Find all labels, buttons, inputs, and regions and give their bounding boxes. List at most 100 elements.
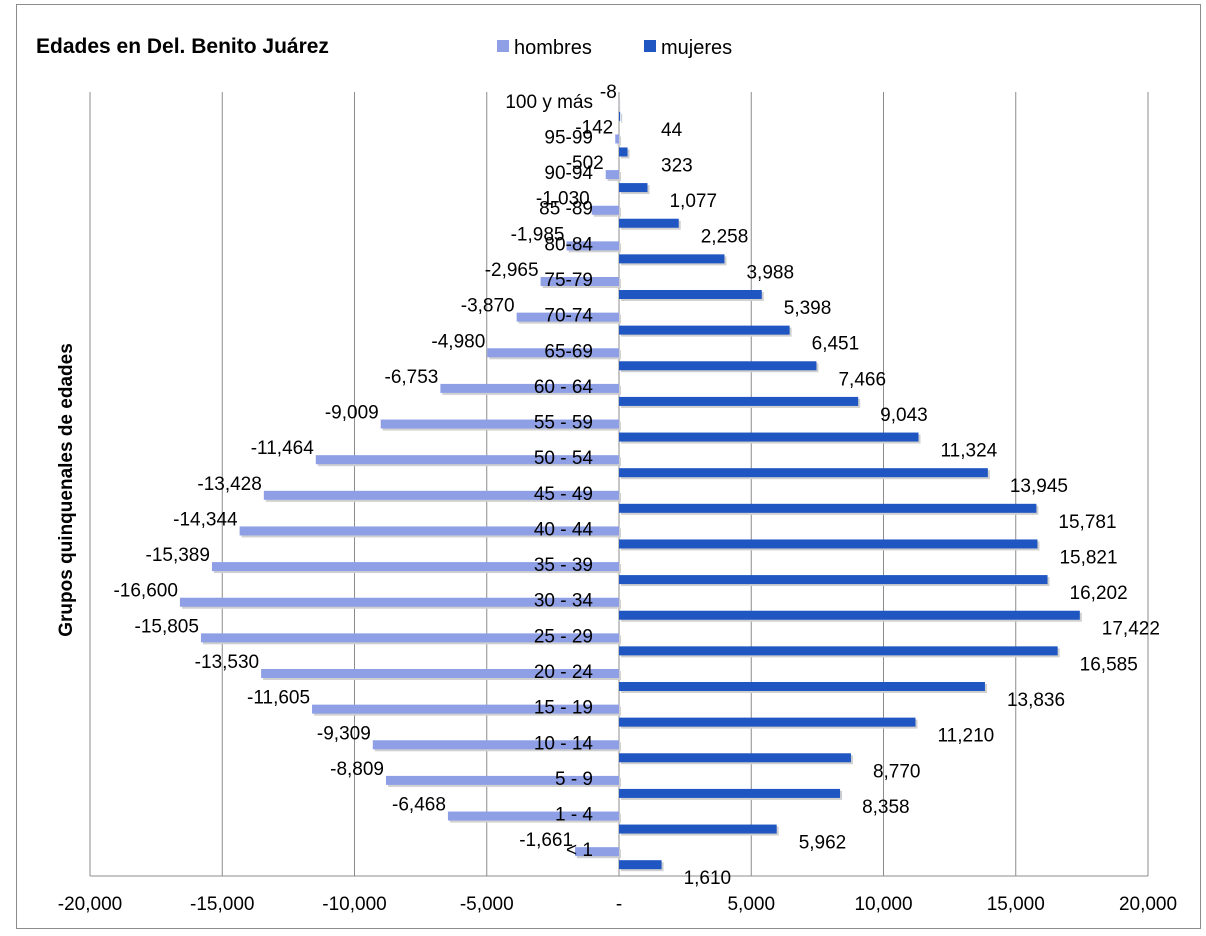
category-label: 45 - 49 — [534, 484, 593, 505]
category-label: 30 - 34 — [534, 591, 594, 612]
data-label-hombres: -502 — [566, 153, 604, 174]
bar-mujeres — [619, 147, 628, 157]
bar-hombres — [447, 811, 619, 821]
bar-mujeres — [619, 539, 1038, 549]
bar-hombres — [312, 704, 619, 714]
bar-hombres — [615, 134, 619, 144]
bar-hombres — [566, 241, 619, 251]
bar-mujeres — [619, 682, 985, 691]
data-label-mujeres: 16,202 — [1070, 583, 1128, 604]
data-label-hombres: -6,468 — [392, 795, 446, 816]
category-label: 70-74 — [544, 306, 593, 327]
x-tick-label: -15,000 — [190, 894, 254, 915]
data-label-mujeres: 1,610 — [684, 868, 732, 889]
bar-mujeres — [619, 860, 662, 870]
data-label-mujeres: 2,258 — [701, 227, 749, 248]
bars — [179, 98, 1082, 872]
data-label-hombres: -13,428 — [197, 474, 261, 495]
bar-hombres — [239, 526, 619, 536]
data-label-mujeres: 16,585 — [1080, 654, 1138, 675]
category-label: 40 - 44 — [534, 519, 594, 540]
bar-mujeres — [619, 325, 790, 335]
bar-hombres — [211, 562, 620, 572]
data-label-hombres: -13,530 — [195, 652, 259, 673]
data-label-hombres: -1,985 — [511, 224, 565, 245]
data-label-mujeres: 11,210 — [938, 726, 995, 747]
data-label-mujeres: 1,077 — [669, 191, 717, 212]
x-tick-label: 5,000 — [727, 894, 775, 915]
category-label: 5 - 9 — [555, 769, 593, 790]
x-tick-label: 20,000 — [1119, 894, 1177, 915]
category-label: < 1 — [566, 840, 593, 861]
bar-mujeres — [619, 290, 762, 299]
bar-hombres — [591, 205, 619, 215]
bar-mujeres — [619, 503, 1037, 513]
data-label-hombres: -16,600 — [113, 581, 177, 602]
data-label-hombres: -1,661 — [519, 830, 573, 851]
data-label-hombres: -14,344 — [173, 509, 238, 530]
category-label: 95-99 — [544, 127, 593, 148]
x-tick-label: -5,000 — [460, 894, 514, 915]
data-label-mujeres: 3,988 — [746, 262, 794, 283]
x-tick-label: 15,000 — [987, 894, 1045, 915]
data-label-mujeres: 15,781 — [1058, 512, 1116, 533]
bar-shadow — [621, 113, 623, 123]
category-label: 75-79 — [544, 270, 593, 291]
bar-mujeres — [619, 111, 621, 121]
category-label: 10 - 14 — [534, 733, 594, 754]
bar-mujeres — [619, 788, 841, 798]
bar-hombres — [605, 170, 619, 180]
category-label: 65-69 — [544, 341, 593, 362]
category-label: 80-84 — [544, 234, 593, 255]
bar-hombres — [372, 740, 619, 750]
bar-hombres — [263, 490, 619, 500]
data-label-mujeres: 9,043 — [880, 405, 928, 426]
bar-hombres — [315, 455, 619, 465]
bar-mujeres — [619, 717, 916, 727]
category-label: 25 - 29 — [534, 626, 593, 647]
legend-swatch-hombres — [497, 40, 509, 52]
legend-label-hombres: hombres — [514, 37, 592, 59]
data-label-mujeres: 8,770 — [873, 761, 921, 782]
bar-mujeres — [619, 610, 1080, 620]
bar-mujeres — [619, 218, 679, 228]
x-tick-label: 10,000 — [854, 894, 912, 915]
data-label-mujeres: 7,466 — [838, 369, 886, 390]
data-label-mujeres: 323 — [661, 155, 693, 176]
data-label-mujeres: 13,945 — [1010, 476, 1068, 497]
bar-hombres — [179, 597, 619, 607]
data-label-mujeres: 5,398 — [784, 298, 832, 319]
bar-mujeres — [619, 575, 1048, 585]
x-tick-label: -10,000 — [322, 894, 386, 915]
bar-mujeres — [619, 396, 859, 406]
bar-mujeres — [619, 361, 817, 371]
bar-mujeres — [619, 646, 1058, 656]
bar-hombres — [575, 847, 619, 857]
legend-swatch-mujeres — [644, 40, 656, 52]
data-label-hombres: -8 — [600, 82, 617, 103]
legend-label-mujeres: mujeres — [661, 37, 732, 59]
data-label-hombres: -1,030 — [536, 189, 590, 210]
data-label-hombres: -11,464 — [251, 438, 314, 459]
bar-mujeres — [619, 753, 851, 763]
data-label-hombres: -15,805 — [135, 616, 199, 637]
labels: -20,000 -15,000 -10,000 -5,000-5,000 10,000 1… — [58, 82, 1177, 915]
bar-mujeres — [619, 183, 648, 193]
data-label-hombres: -142 — [575, 117, 613, 138]
category-label: 15 - 19 — [534, 698, 593, 719]
data-label-mujeres: 44 — [661, 120, 683, 141]
data-label-mujeres: 8,358 — [862, 797, 910, 818]
bar-hombres — [440, 383, 619, 393]
category-label: 55 - 59 — [534, 413, 593, 434]
data-label-mujeres: 11,324 — [941, 441, 998, 462]
bar-hombres — [540, 277, 619, 286]
x-tick-label: - — [616, 894, 622, 915]
bar-hombres — [487, 348, 619, 358]
bar-mujeres — [619, 432, 919, 442]
data-label-mujeres: 15,821 — [1059, 547, 1117, 568]
bar-mujeres — [619, 254, 725, 264]
bar-hombres — [516, 312, 619, 322]
category-label: 50 - 54 — [534, 448, 594, 469]
bar-hombres — [200, 633, 619, 643]
